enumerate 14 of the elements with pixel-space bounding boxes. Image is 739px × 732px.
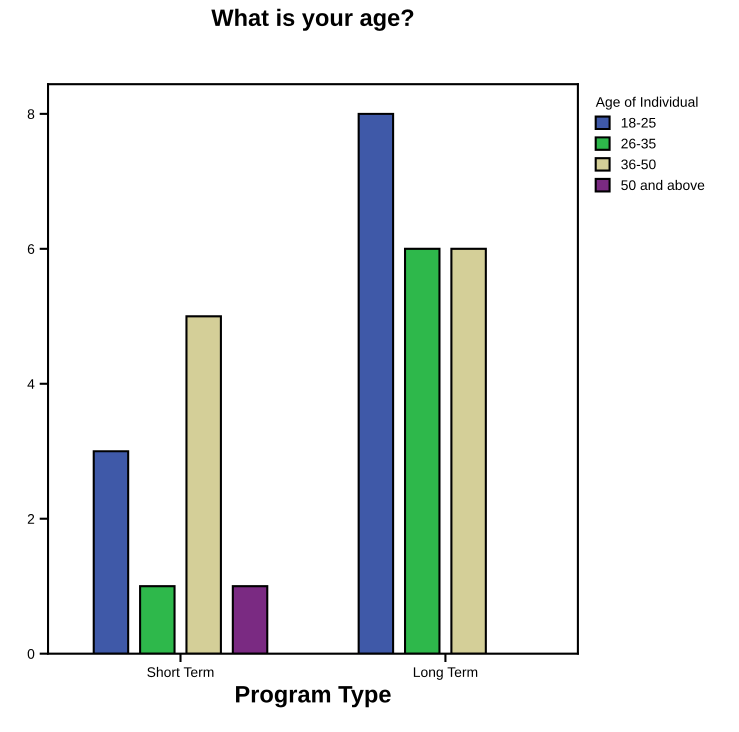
x-tick-label: Short Term [147,666,214,678]
legend-label: 36-50 [621,159,656,170]
y-tick-label: 2 [28,514,34,524]
y-tick-label: 6 [28,244,34,254]
y-tick-label: 8 [28,109,34,120]
x-tick-label: Long Term [414,667,478,680]
legend-label: 26-35 [621,138,656,148]
chart-title: What is your age? [211,8,414,31]
y-tick-label: 0 [28,649,34,659]
x-axis-title: Program Type [236,686,391,708]
legend-label: 50 and above [621,180,704,190]
y-tick-label: 4 [27,379,34,389]
legend-label: 18-25 [622,118,656,128]
legend-title: Age of Individual [596,96,698,110]
